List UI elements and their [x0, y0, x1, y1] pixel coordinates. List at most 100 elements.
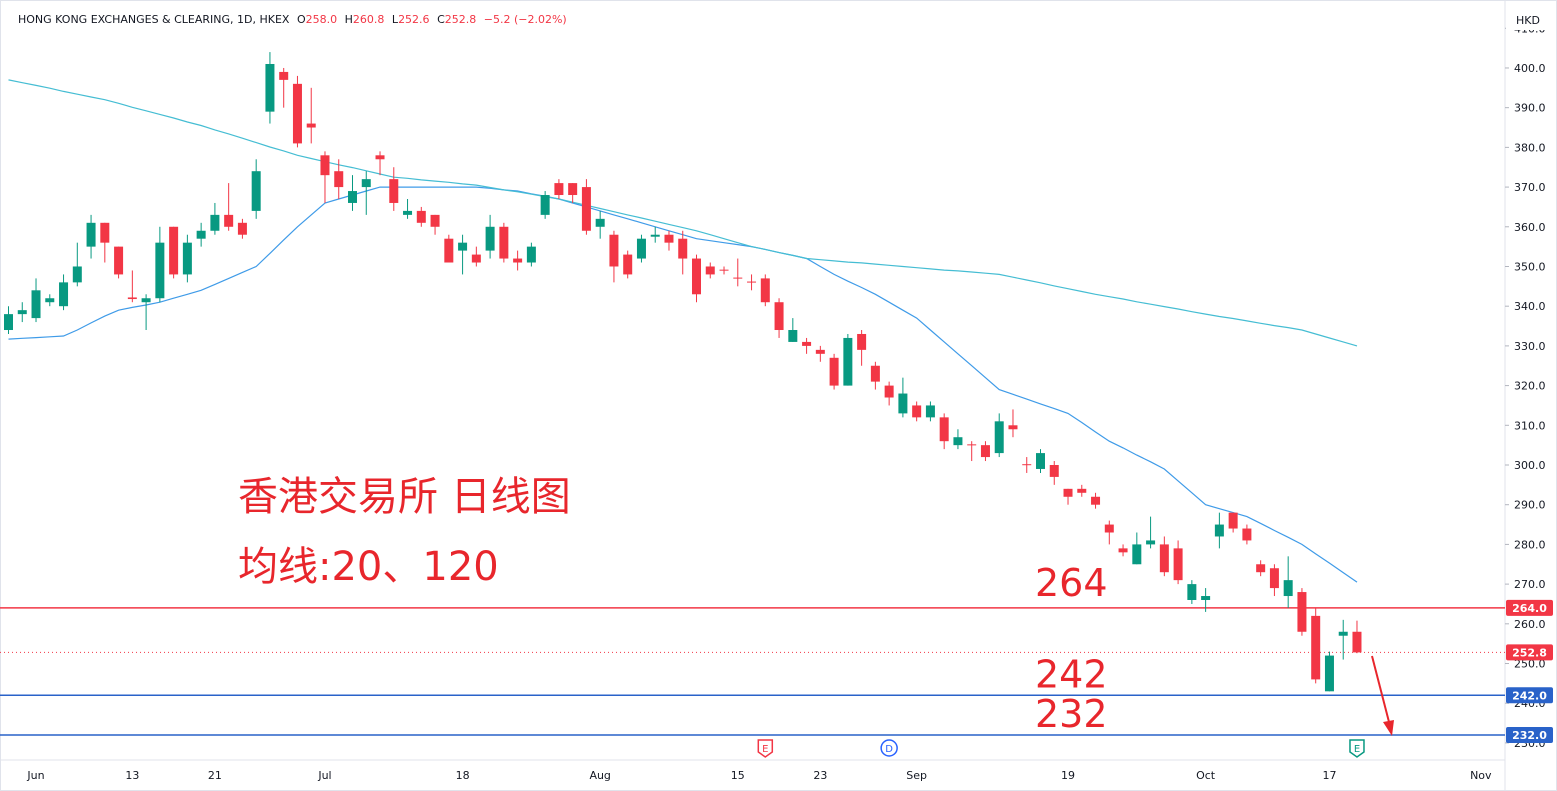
arrow-head — [1383, 720, 1394, 736]
legend-header: HONG KONG EXCHANGES & CLEARING, 1D, HKEX… — [18, 13, 567, 26]
candle-body — [1091, 496, 1101, 505]
y-tick-label: 290.0 — [1514, 499, 1546, 512]
x-tick-label: 19 — [1061, 769, 1075, 782]
y-tick-label: 300.0 — [1514, 459, 1546, 472]
currency: HKD — [1516, 14, 1540, 27]
y-tick-label: 370.0 — [1514, 181, 1546, 194]
price-tag — [1506, 599, 1553, 616]
candle-body — [980, 445, 990, 458]
currency-bg — [1506, 8, 1556, 30]
ohlc-value: 258.0 — [305, 13, 338, 26]
candle-body — [499, 226, 509, 259]
candle-body — [623, 254, 633, 275]
candle-body — [664, 234, 674, 243]
candle-body — [1146, 540, 1156, 545]
candle-body — [1187, 584, 1197, 600]
arrow — [1371, 655, 1390, 723]
y-tick-label: 380.0 — [1514, 141, 1546, 154]
x-tick-label: 13 — [125, 769, 139, 782]
candle-body — [747, 281, 757, 283]
candle-body — [361, 179, 371, 188]
candle-body — [306, 123, 316, 128]
candle-body — [265, 63, 275, 112]
symbol: HONG KONG EXCHANGES & CLEARING, 1D, HKEX — [18, 13, 290, 26]
y-tick-label: 320.0 — [1514, 380, 1546, 393]
candle-body — [568, 183, 578, 196]
candle-body — [127, 297, 137, 300]
y-tick-label: 340.0 — [1514, 300, 1546, 313]
event-marker — [1349, 739, 1365, 758]
ohlc-value: 252.8 — [444, 13, 477, 26]
candle-body — [719, 269, 729, 271]
x-tick-label: Nov — [1470, 769, 1492, 782]
candle-body — [1324, 655, 1334, 692]
candle-body — [17, 310, 27, 315]
candle-body — [898, 393, 908, 414]
candle-body — [155, 242, 165, 299]
candle-body — [1104, 524, 1114, 533]
candle-body — [458, 242, 468, 251]
candle-body — [760, 278, 770, 303]
x-tick-label: 18 — [456, 769, 470, 782]
candle-body — [678, 238, 688, 259]
y-tick-label: 360.0 — [1514, 221, 1546, 234]
candle-body — [72, 266, 82, 283]
candle-body — [733, 277, 743, 279]
candle-body — [196, 230, 206, 239]
x-tick-label: Jul — [317, 769, 331, 782]
candle-body — [1297, 592, 1307, 632]
candle-body — [430, 214, 440, 227]
candle-body — [1214, 524, 1224, 537]
ohlc-key: C — [437, 13, 445, 26]
x-tick-label: 17 — [1322, 769, 1336, 782]
candle-body — [1256, 564, 1266, 573]
change-pct: (−2.02%) — [513, 13, 567, 26]
event-marker — [757, 739, 774, 758]
level-note: 232 — [1035, 692, 1108, 736]
candle-body — [994, 421, 1004, 454]
candle-body — [389, 179, 399, 203]
candle-body — [292, 83, 302, 144]
y-tick-label: 390.0 — [1514, 102, 1546, 115]
candle-body — [279, 71, 289, 80]
candle-body — [114, 246, 124, 275]
y-tick-label: 280.0 — [1514, 538, 1546, 551]
candle-body — [1159, 544, 1169, 573]
y-tick-label: 330.0 — [1514, 340, 1546, 353]
candle-body — [692, 258, 701, 295]
candle-body — [1283, 580, 1293, 597]
candle-body — [182, 242, 192, 275]
candle-body — [1077, 488, 1087, 493]
candle-body — [348, 191, 357, 203]
price-tag-label: 242.0 — [1512, 689, 1547, 702]
candle-body — [1201, 596, 1211, 600]
candle-body — [210, 214, 220, 231]
candle-body — [1132, 544, 1142, 565]
candle-body — [375, 155, 385, 160]
candle-body — [774, 302, 784, 331]
candle-body — [471, 254, 481, 263]
price-tag-label: 232.0 — [1512, 729, 1547, 742]
candle-body — [595, 218, 605, 227]
candle-body — [141, 298, 151, 303]
candle-body — [843, 337, 853, 386]
ohlc-key: H — [344, 13, 353, 26]
candle-body — [815, 349, 825, 354]
candle-body — [444, 238, 454, 263]
candle-body — [1311, 615, 1321, 680]
candle-body — [788, 330, 798, 342]
y-tick-label: 250.0 — [1514, 658, 1546, 671]
candle-body — [1269, 568, 1279, 589]
ohlc-key: L — [391, 13, 399, 26]
candle-body — [251, 171, 261, 211]
y-tick-label: 270.0 — [1514, 578, 1546, 591]
plot: 230.0240.0250.0260.0270.0280.0290.0300.0… — [0, 22, 1546, 782]
candle-body — [912, 405, 922, 418]
y-tick-label: 400.0 — [1514, 62, 1546, 75]
x-tick-label: Oct — [1196, 769, 1216, 782]
candle-body — [1352, 631, 1362, 653]
candle-body — [1049, 465, 1059, 477]
price-tag-label: 264.0 — [1512, 602, 1547, 615]
price-tag — [1506, 726, 1553, 743]
